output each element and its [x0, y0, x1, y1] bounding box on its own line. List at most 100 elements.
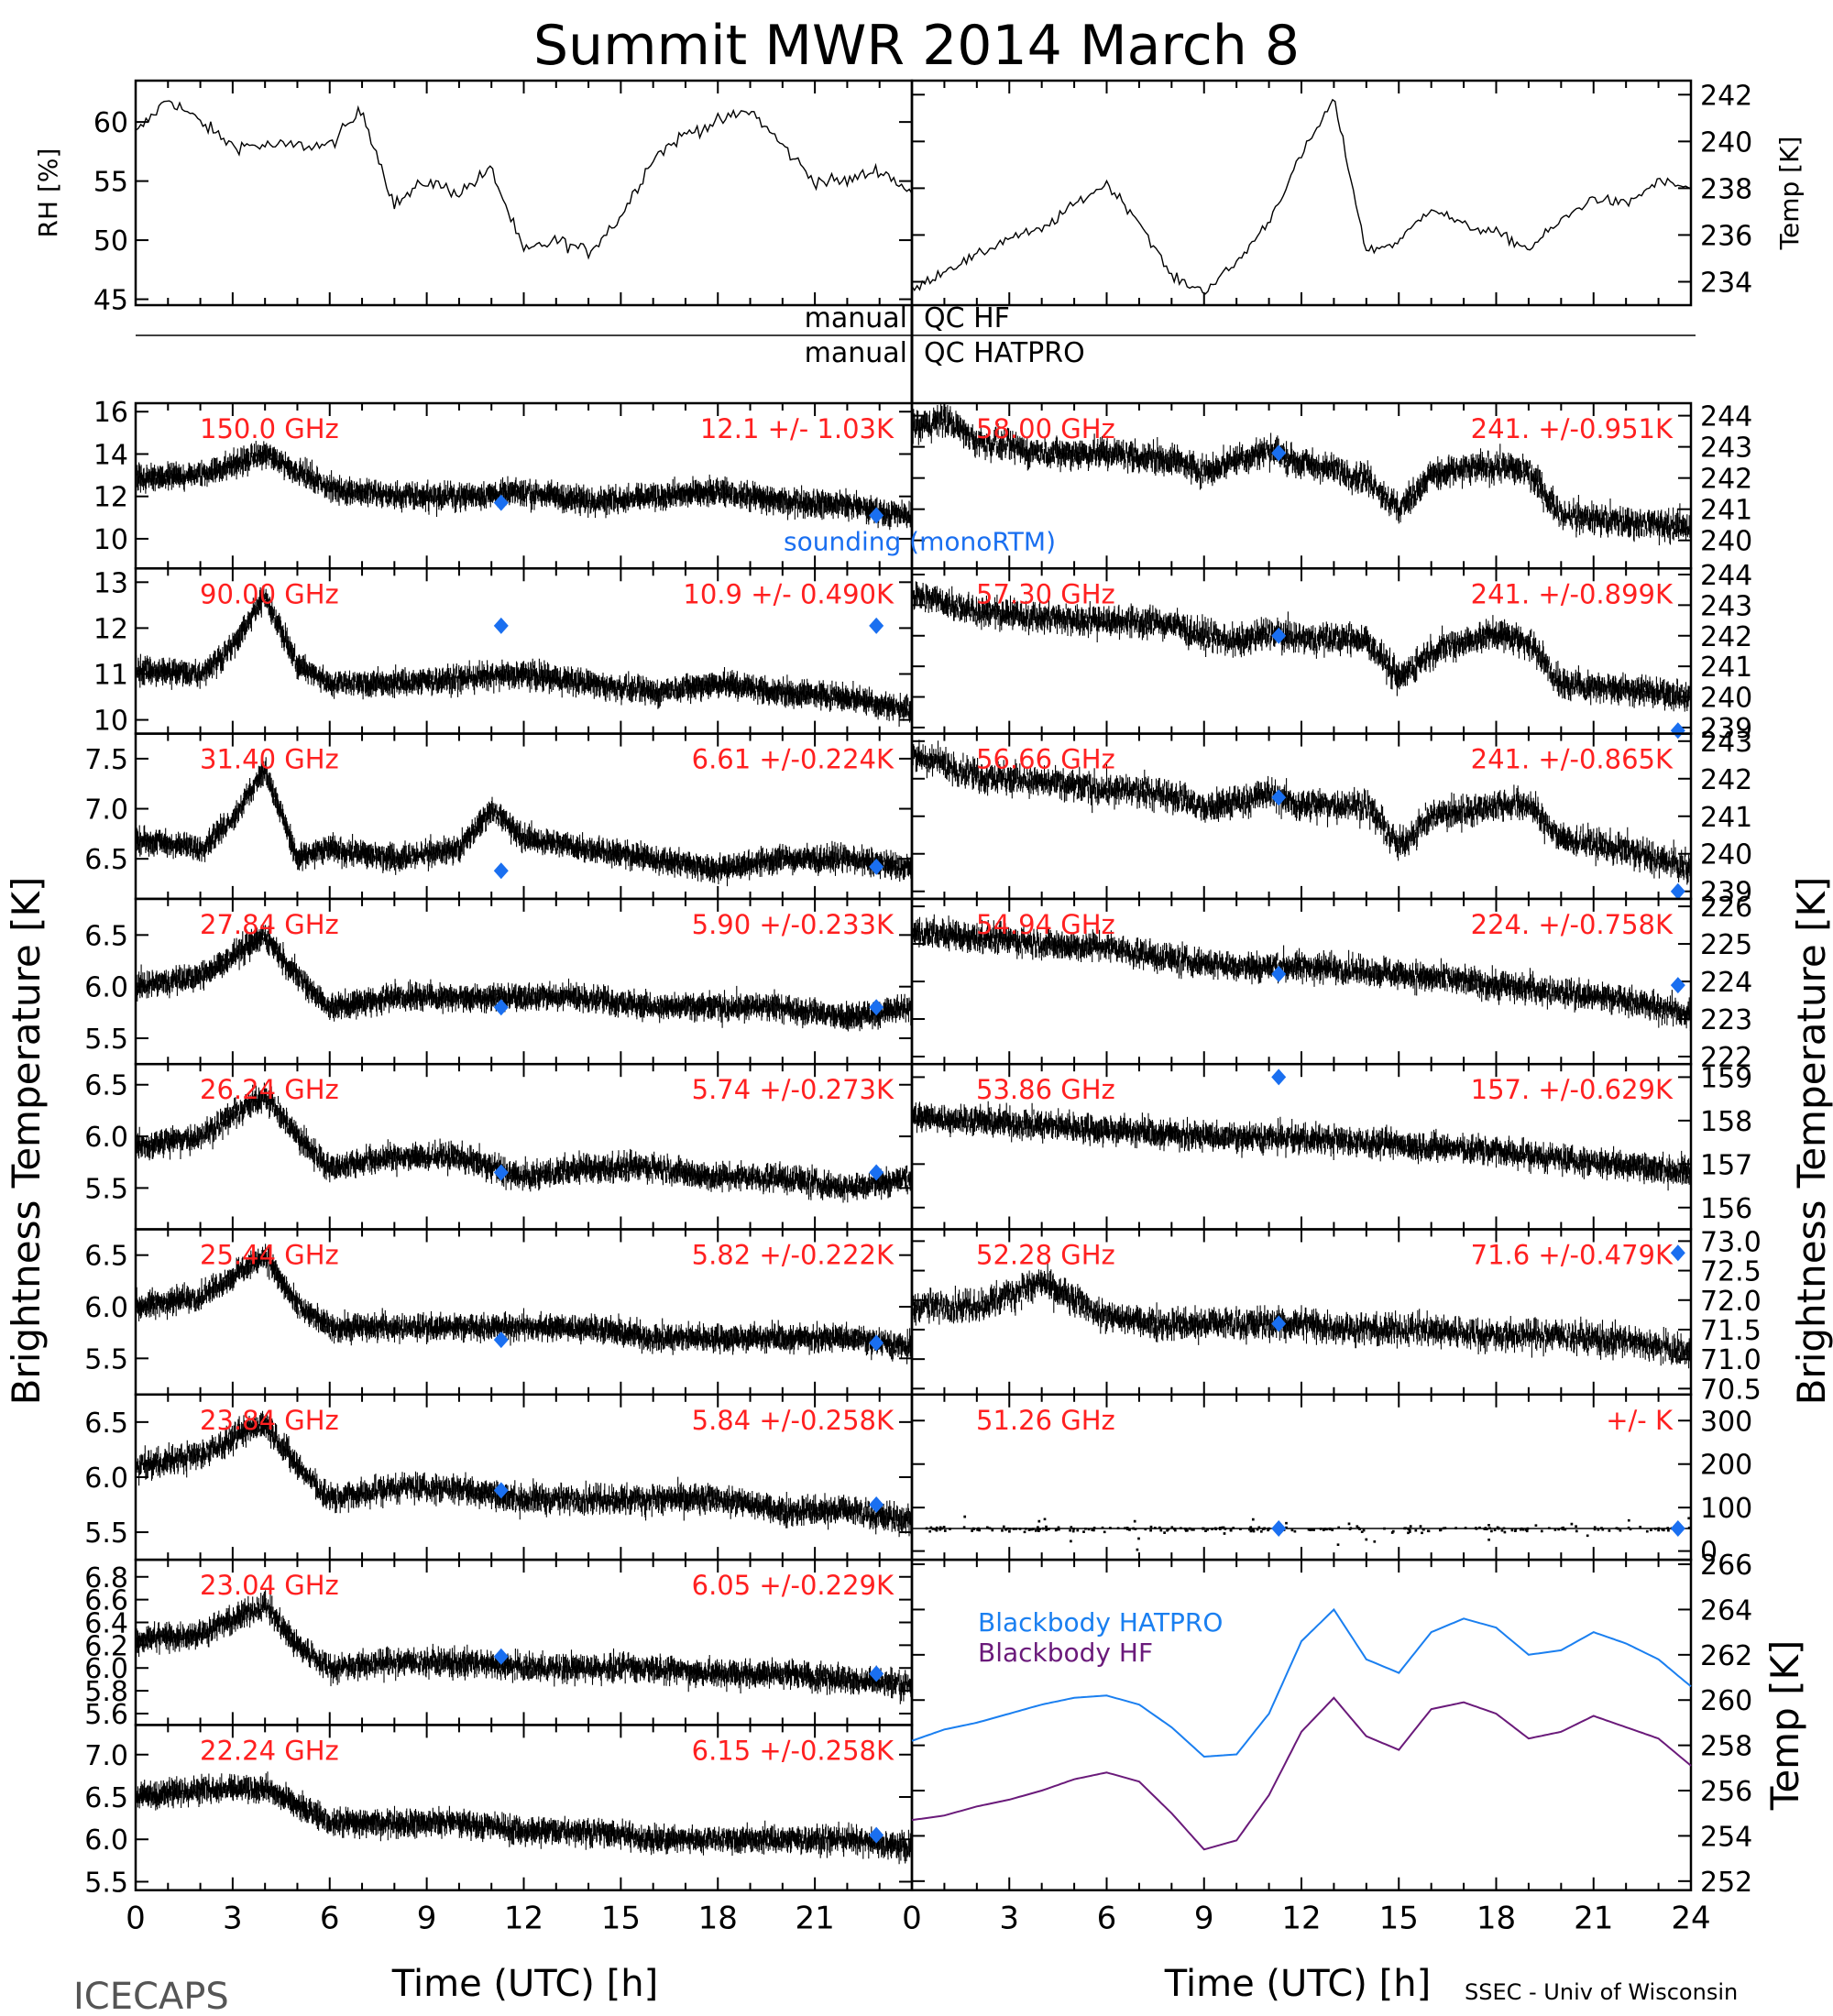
panel-10-stats-label: 6.15 +/-0.258K: [692, 1735, 895, 1766]
blackbody-legend-1: Blackbody HF: [978, 1638, 1153, 1668]
blackbody-axis-label: Temp [K]: [1762, 1640, 1807, 1812]
x-tick-label-left: 6: [320, 1901, 340, 1937]
panel-7-frequency-label: 25.44 GHz: [200, 1240, 339, 1271]
panel-4-ytick-label: 7.5: [84, 744, 128, 776]
panel-17-stats-label: +/- K: [1606, 1405, 1674, 1436]
panel-7-sounding-marker: [493, 1331, 509, 1349]
panel-6-ytick-label: 6.5: [84, 1070, 128, 1102]
panel-12-points: [912, 581, 1691, 712]
x-tick-label-right: 18: [1476, 1901, 1516, 1937]
x-tick-label-right: 9: [1194, 1901, 1214, 1937]
panel-5-sounding-marker: [493, 999, 509, 1016]
temp-axis-label: Temp [K]: [1774, 137, 1805, 251]
panel-5-sounding-marker: [869, 999, 884, 1016]
panel-5-data-points: [136, 925, 912, 1032]
panel-7-ytick-label: 5.5: [84, 1343, 128, 1375]
panel-18-ytick-label: 266: [1700, 1550, 1752, 1582]
panel-14-sounding-marker: [1271, 965, 1287, 982]
panel-17-points: [912, 1515, 1691, 1551]
x-tick-label-right: 24: [1671, 1901, 1710, 1937]
panel-4-ytick-label: 6.5: [84, 844, 128, 876]
panel-10-ytick-label: 6.5: [84, 1782, 128, 1814]
panel-8-sounding-marker: [869, 1496, 884, 1513]
panel-10-ytick-label: 5.5: [84, 1867, 128, 1899]
panel-14-ytick-label: 225: [1700, 929, 1752, 961]
panel-16-data-points: [912, 1260, 1691, 1369]
panel-12-data-points: [912, 581, 1691, 712]
panel-9-frequency-label: 23.04 GHz: [200, 1570, 339, 1601]
x-tick-label-left: 3: [223, 1901, 243, 1937]
panel-4-stats-label: 6.61 +/-0.224K: [692, 744, 895, 775]
panel-17-ytick-label: 0: [1700, 1537, 1718, 1569]
panel-14-frequency-label: 54.94 GHz: [976, 909, 1115, 940]
x-tick-label-left: 21: [795, 1901, 834, 1937]
panel-14-ytick-label: 224: [1700, 967, 1752, 999]
panel-6-points: [136, 1082, 912, 1203]
panel-9-points: [136, 1590, 912, 1704]
panel-15-frequency-label: 53.86 GHz: [976, 1074, 1115, 1105]
panel-13-ytick-label: 239: [1700, 877, 1752, 909]
panel-18-ytick-label: 256: [1700, 1776, 1752, 1808]
panel-9-ytick-label: 5.8: [84, 1676, 128, 1708]
panel-15-points: [912, 1101, 1691, 1191]
panel-5-ytick-label: 6.0: [84, 972, 128, 1004]
panel-11-data-points: [912, 403, 1691, 546]
panel-17-data-points: [925, 1515, 1691, 1551]
x-tick-label-left: 15: [601, 1901, 641, 1937]
panel-3-frequency-label: 90.00 GHz: [200, 578, 339, 609]
panel-9-sounding-marker: [493, 1648, 509, 1665]
panel-12-ytick-label: 239: [1700, 713, 1752, 745]
panel-1-ytick-label: 238: [1700, 173, 1752, 205]
panel-10-sounding-marker: [869, 1826, 884, 1844]
panel-3-sounding-marker: [493, 617, 509, 634]
panel-2-sounding-marker: [493, 494, 509, 511]
sounding-legend-label: sounding (monoRTM): [784, 526, 1056, 556]
panel-0-ytick-label: 45: [93, 285, 128, 317]
panel-2-ytick-label: 16: [93, 397, 128, 429]
panel-3-stats-label: 10.9 +/- 0.490K: [683, 578, 895, 609]
right-x-axis-label: Time (UTC) [h]: [1164, 1963, 1431, 2005]
x-tick-label-left: 9: [417, 1901, 437, 1937]
panel-12-sounding-marker: [1670, 722, 1685, 740]
panel-13-ytick-label: 240: [1700, 839, 1752, 871]
panel-16-ytick-label: 72.5: [1700, 1256, 1762, 1288]
panel-13-stats-label: 241. +/-0.865K: [1471, 744, 1674, 775]
panel-11-ytick-label: 243: [1700, 433, 1752, 465]
panel-6-ytick-label: 6.0: [84, 1122, 128, 1154]
panel-18-ytick-label: 262: [1700, 1640, 1752, 1672]
panel-16-stats-label: 71.6 +/-0.479K: [1471, 1240, 1674, 1271]
rh-panel-frame: [134, 79, 914, 307]
panel-13-ytick-label: 243: [1700, 727, 1752, 759]
x-tick-label-right: 3: [999, 1901, 1019, 1937]
panel-4-ytick-label: 7.0: [84, 794, 128, 827]
panel-15-ytick-label: 159: [1700, 1062, 1752, 1094]
panel-5-stats-label: 5.90 +/-0.233K: [692, 909, 895, 940]
panel-0-ytick-label: 60: [93, 107, 128, 139]
panel-3-ytick-label: 12: [93, 613, 128, 645]
panel-6-data-points: [136, 1082, 912, 1203]
left-y-axis-label: Brightness Temperature [K]: [4, 877, 49, 1406]
panel-15-ytick-label: 158: [1700, 1106, 1752, 1138]
panel-8-points: [136, 1410, 912, 1538]
panel-2-sounding-marker: [869, 507, 884, 524]
panel-2-points: [136, 441, 912, 531]
left-x-axis-label: Time (UTC) [h]: [391, 1963, 658, 2005]
panel-3-sounding-marker: [869, 617, 884, 634]
panel-11-frequency-label: 58.00 GHz: [976, 413, 1115, 444]
panel-4-frequency-label: 31.40 GHz: [200, 744, 339, 775]
panel-12-stats-label: 241. +/-0.899K: [1471, 578, 1674, 609]
panel-15-stats-label: 157. +/-0.629K: [1471, 1074, 1674, 1105]
panel-11-ytick-label: 240: [1700, 526, 1752, 558]
x-tick-label-right: 15: [1379, 1901, 1419, 1937]
panel-10-ytick-label: 6.0: [84, 1824, 128, 1857]
panel-6-frequency-label: 26.24 GHz: [200, 1074, 339, 1105]
panel-6-stats-label: 5.74 +/-0.273K: [692, 1074, 895, 1105]
panel-1-ytick-label: 234: [1700, 267, 1752, 299]
panel-17-frequency-label: 51.26 GHz: [976, 1405, 1115, 1436]
panel-14-data-points: [912, 914, 1691, 1031]
panel-6-sounding-marker: [869, 1164, 884, 1181]
panel-2-frequency-label: 150.0 GHz: [200, 413, 339, 444]
panel-5-ytick-label: 6.5: [84, 920, 128, 952]
x-tick-label-left: 12: [504, 1901, 543, 1937]
panel-12-ytick-label: 241: [1700, 652, 1752, 684]
